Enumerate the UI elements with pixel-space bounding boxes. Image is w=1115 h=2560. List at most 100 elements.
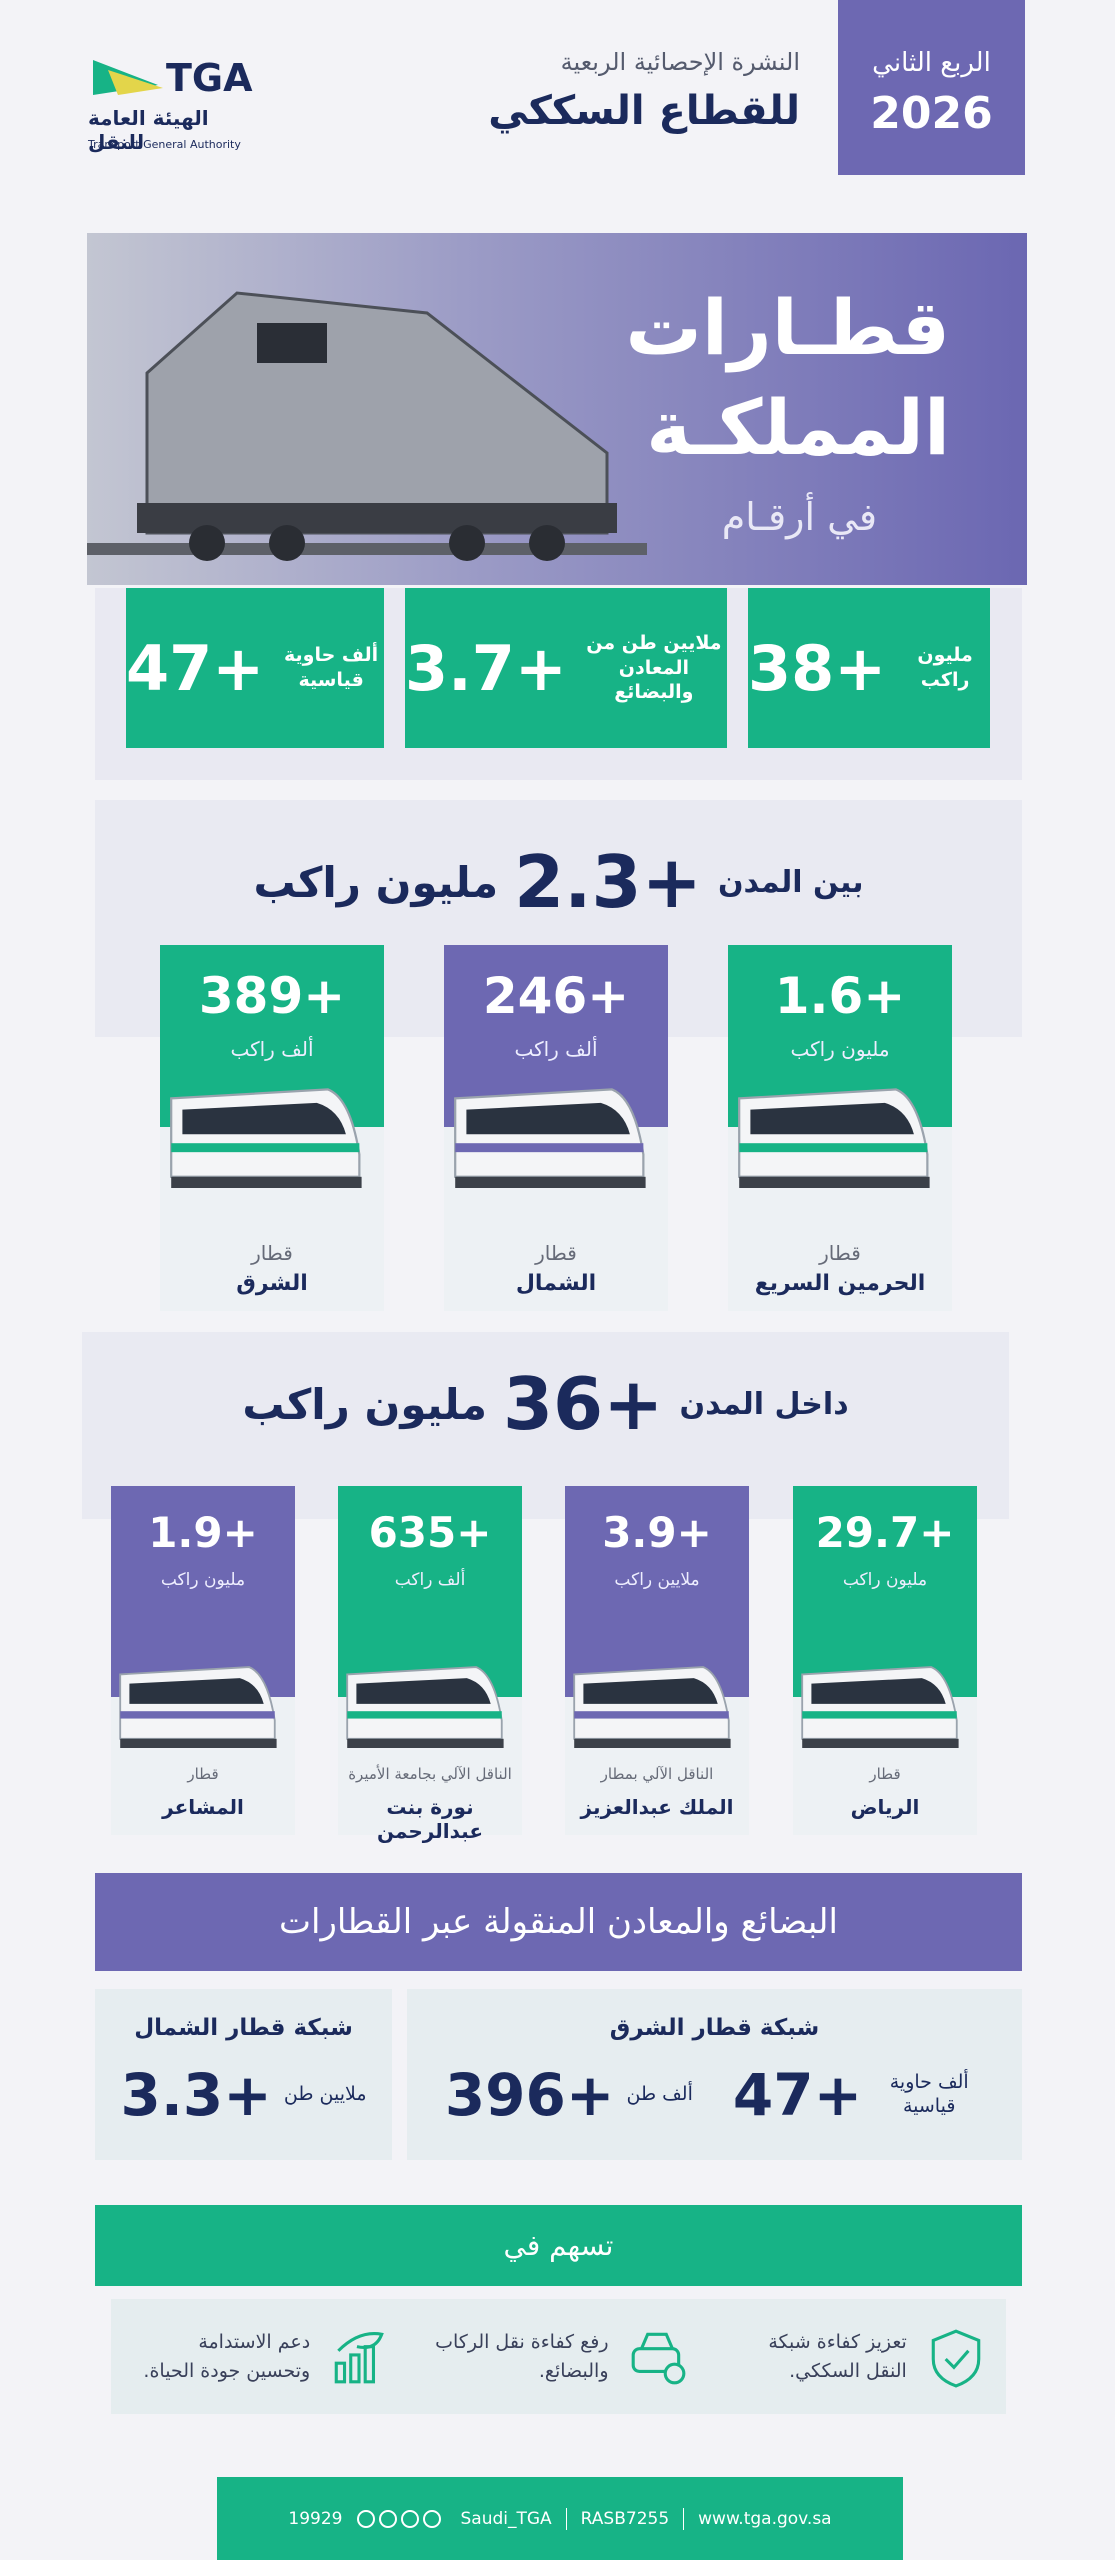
train-stripe bbox=[455, 1143, 644, 1153]
hero: قطـارات المملكـة في أرقـام bbox=[87, 233, 1027, 585]
train-bogie bbox=[739, 1176, 930, 1188]
item-unit: ملايين طن bbox=[283, 2083, 367, 2106]
train-card: +246 ألف راكب قطار الشمال bbox=[444, 945, 668, 1311]
stat-value: +38 bbox=[748, 631, 887, 705]
network-items: ألف حاوية قياسية +47 ألف طن +396 bbox=[407, 2061, 1022, 2129]
train-image bbox=[444, 1057, 668, 1207]
train-card: +635 ألف راكب الناقل الآلي بجامعة الأميرة… bbox=[338, 1486, 522, 1843]
network-item: ملايين طن +3.3 bbox=[121, 2061, 367, 2129]
contrib-title-bar: تسهم في bbox=[95, 2205, 1022, 2286]
train-image bbox=[793, 1627, 977, 1777]
stat-unit: ملايين طن من المعادن والبضائع bbox=[586, 631, 722, 704]
stat-value: +47 bbox=[126, 631, 265, 705]
hero-line1: قطـارات bbox=[625, 283, 950, 372]
social-icon bbox=[401, 2509, 420, 2528]
social-icons-svg bbox=[357, 2509, 442, 2528]
card-name: المشاعر bbox=[162, 1795, 244, 1819]
train-bogie bbox=[802, 1738, 959, 1748]
item-unit: ألف حاوية قياسية bbox=[889, 2071, 969, 2117]
train-window bbox=[811, 1678, 946, 1704]
rail bbox=[87, 543, 647, 555]
footer-social: Saudi_TGA bbox=[460, 2508, 552, 2529]
card-name: الشمال bbox=[515, 1271, 597, 1296]
network-name: شبكة قطار الشمال bbox=[134, 2015, 353, 2041]
section-value: +36 bbox=[502, 1362, 664, 1446]
year: 2026 bbox=[870, 88, 993, 139]
stat-box: ملايين طن من المعادن والبضائع +3.7 bbox=[405, 588, 727, 748]
icon-leaf bbox=[337, 2331, 385, 2352]
contrib-text: تعزيز كفاءة شبكة النقل السككي. bbox=[768, 2331, 907, 2382]
network-item: ألف طن +396 bbox=[445, 2061, 693, 2129]
train-bogie bbox=[120, 1738, 277, 1748]
icon-car bbox=[631, 2346, 680, 2373]
train-window bbox=[182, 1102, 346, 1135]
loco-body bbox=[145, 291, 609, 535]
card-value: +389 bbox=[198, 967, 346, 1025]
icon-shield bbox=[931, 2328, 981, 2388]
icon-bar bbox=[349, 2352, 361, 2383]
contrib-item: دعم الاستدامة وتحسين جودة الحياة. bbox=[130, 2326, 390, 2388]
train-card: +1.6 مليون راكب قطار الحرمين السريع bbox=[728, 945, 952, 1311]
icon-roof bbox=[639, 2332, 674, 2349]
hero-train-svg bbox=[87, 291, 647, 561]
section-unit: مليون راكب bbox=[253, 857, 499, 907]
train-image bbox=[338, 1627, 522, 1777]
train-bogie bbox=[347, 1738, 504, 1748]
card-value: +635 bbox=[368, 1508, 492, 1557]
item-value: +47 bbox=[732, 2061, 863, 2129]
card-caption: قطار bbox=[819, 1241, 861, 1265]
card-unit: مليون راكب bbox=[842, 1570, 928, 1590]
logo-name-ar: الهيئة العامة للنقل bbox=[88, 106, 209, 154]
card-top bbox=[793, 1486, 977, 1697]
card-value: +1.6 bbox=[774, 967, 906, 1025]
hero-train bbox=[87, 253, 647, 585]
contrib-text: رفع كفاءة نقل الركاب والبضائع. bbox=[435, 2331, 609, 2382]
title: للقطاع السككي bbox=[488, 88, 800, 134]
logo: TGA الهيئة العامة للنقل Transport General … bbox=[88, 50, 268, 160]
card-caption: الناقل الآلي بجامعة الأميرة bbox=[348, 1765, 512, 1783]
train-bogie bbox=[455, 1176, 646, 1188]
train-stripe bbox=[347, 1711, 502, 1719]
card-caption: الناقل الآلي بمطار bbox=[600, 1765, 714, 1783]
freight-title: البضائع والمعادن المنقولة عبر القطارات bbox=[279, 1902, 838, 1942]
train-card: +3.9 ملايين راكب الناقل الآلي بمطار الملك … bbox=[565, 1486, 749, 1835]
card-unit: ملايين راكب bbox=[614, 1570, 700, 1590]
section-label: داخل المدن bbox=[679, 1386, 849, 1422]
social-icons bbox=[356, 2509, 446, 2529]
contrib-text: دعم الاستدامة وتحسين جودة الحياة. bbox=[143, 2331, 311, 2382]
logo-shape bbox=[108, 70, 163, 95]
loco-wheel bbox=[449, 525, 485, 561]
contrib-icon-svg bbox=[334, 2331, 385, 2383]
train-image bbox=[728, 1057, 952, 1207]
contrib-icon bbox=[328, 2326, 390, 2388]
train-image-svg bbox=[738, 1088, 930, 1188]
footer-phone: 19929 bbox=[288, 2508, 343, 2529]
card-name: الرياض bbox=[850, 1795, 920, 1819]
train-stripe bbox=[120, 1711, 275, 1719]
train-stripe bbox=[739, 1143, 928, 1153]
card-name: الشرق bbox=[236, 1271, 308, 1296]
urban-title: داخل المدن +36 مليون راكب bbox=[82, 1362, 1009, 1446]
card-unit: ألف راكب bbox=[230, 1037, 314, 1061]
loco-wheel bbox=[189, 525, 225, 561]
hero-line2: المملكـة bbox=[646, 383, 950, 472]
stat-box: مليون راكب +38 bbox=[748, 588, 990, 748]
icon-check bbox=[944, 2349, 970, 2370]
stat-unit: مليون راكب bbox=[917, 644, 973, 691]
social-icon bbox=[357, 2509, 376, 2528]
train-image-svg bbox=[573, 1666, 731, 1748]
contrib-icon-svg bbox=[931, 2328, 981, 2388]
logo-abbr: TGA bbox=[166, 56, 253, 100]
card-caption: قطار bbox=[869, 1765, 901, 1783]
train-card: +29.7 مليون راكب قطار الرياض bbox=[793, 1486, 977, 1835]
card-value: +246 bbox=[482, 967, 630, 1025]
logo-name-en: Transport General Authority bbox=[88, 138, 241, 151]
card-value: +1.9 bbox=[148, 1508, 258, 1557]
footer-website: www.tga.gov.sa bbox=[698, 2508, 832, 2529]
quarter-box: الربع الثاني 2026 bbox=[838, 0, 1025, 175]
subtitle: النشرة الإحصائية الربعية bbox=[560, 48, 800, 76]
train-bogie bbox=[574, 1738, 731, 1748]
freight-title-bar: البضائع والمعادن المنقولة عبر القطارات bbox=[95, 1873, 1022, 1971]
card-unit: مليون راكب bbox=[160, 1570, 246, 1590]
network-items: ملايين طن +3.3 bbox=[95, 2061, 392, 2129]
